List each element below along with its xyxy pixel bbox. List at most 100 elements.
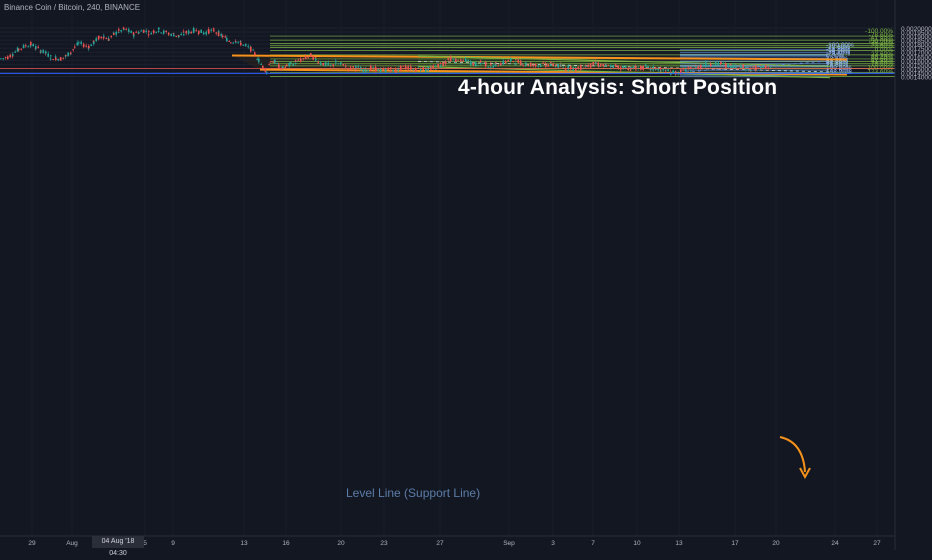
candle-body [130, 31, 132, 34]
candle-body [22, 44, 25, 49]
candle-body [482, 62, 484, 64]
candle-body [362, 69, 364, 72]
candle-body [560, 65, 562, 67]
candle-body [459, 63, 462, 65]
y-tick-label: 0.0014500 [901, 70, 932, 77]
fib-large-label: 23.60% [871, 51, 893, 58]
candle-body [272, 61, 274, 63]
candle-body [217, 31, 220, 36]
candle-body [138, 31, 140, 34]
candle-body [345, 65, 347, 67]
candle-body [445, 62, 447, 64]
candle-body [750, 70, 752, 72]
candle-body [4, 57, 7, 59]
candle-body [725, 63, 727, 68]
candle-body [697, 66, 699, 69]
candle-body [60, 58, 62, 61]
candle-body [342, 63, 344, 66]
candle-body [602, 63, 604, 66]
fib-small-label: 38.20% [826, 57, 848, 64]
candle-body [397, 68, 399, 71]
candle-body [582, 68, 584, 70]
candle-body [113, 32, 115, 35]
fib-large-label: 123.60% [867, 69, 893, 76]
candle-body [32, 44, 34, 47]
candle-body [359, 69, 362, 71]
candle-body [45, 51, 47, 54]
fib-large-label: 50.00% [871, 56, 893, 63]
candle-body [557, 64, 559, 68]
candle-body [477, 65, 479, 67]
x-tick-label: Aug [66, 540, 78, 547]
candle-body [705, 62, 707, 67]
candle-body [37, 46, 39, 48]
candle-body [682, 69, 684, 71]
candle-body [542, 62, 544, 64]
candle-body [100, 36, 102, 39]
candle-body [340, 62, 342, 64]
candle-body [432, 65, 434, 69]
candle-body [210, 29, 212, 31]
candle-body [485, 62, 487, 67]
y-tick-label: 0.0018000 [901, 42, 932, 49]
candle-body [123, 29, 125, 31]
candle-body [737, 68, 739, 70]
fib-large-label: 100.00% [867, 64, 893, 71]
candle-body [762, 66, 764, 68]
candle-body [377, 68, 379, 72]
candle-body [735, 66, 737, 69]
fib-large-label: -23.60% [869, 43, 893, 50]
candle-body [412, 68, 414, 70]
candle-body [462, 60, 464, 62]
candle-body [607, 65, 609, 67]
candle-body [80, 41, 82, 44]
candle-body [295, 62, 297, 64]
candle-body [717, 62, 719, 65]
candle-body [617, 65, 619, 68]
candle-body [577, 66, 579, 68]
candle-body [467, 59, 469, 61]
candle-body [690, 70, 692, 72]
candle-body [157, 30, 160, 32]
candle-body [262, 65, 264, 69]
fib-small-label: -78.60% [826, 44, 850, 51]
x-tick-label: 29 [28, 540, 36, 547]
candle-body [597, 62, 599, 66]
fib-large-label: -50.00% [869, 38, 893, 45]
candle-body [147, 34, 150, 36]
candle-body [625, 65, 627, 67]
candle-body [545, 65, 547, 67]
candle-body [647, 65, 649, 68]
candle-body [222, 35, 224, 38]
x-tick-label: 23 [380, 540, 388, 547]
candle-body [250, 46, 252, 52]
candle-body [270, 61, 272, 63]
candle-body [745, 66, 747, 70]
candle-body [74, 46, 76, 48]
candle-body [88, 45, 90, 49]
candle-body [245, 43, 247, 45]
candle-body [589, 63, 592, 68]
candle-body [732, 65, 734, 69]
candle-body [539, 64, 542, 66]
fib-large-label: -78.60% [869, 32, 893, 39]
candle-body [50, 55, 52, 57]
candle-body [226, 37, 228, 42]
candle-body [355, 66, 357, 68]
fib-small-label: -100.00% [826, 42, 854, 49]
candle-body [497, 65, 499, 67]
candle-body [240, 42, 242, 46]
x-tick-label: 27 [436, 540, 444, 547]
candle-body [702, 65, 704, 67]
fib-small-label: 100.00% [826, 64, 852, 71]
candle-body [16, 47, 19, 52]
candle-body [552, 63, 554, 66]
candle-body [9, 54, 11, 58]
candle-body [18, 48, 20, 50]
candle-body [337, 63, 339, 65]
candle-body [205, 31, 207, 35]
candle-body [730, 65, 732, 69]
channel-upper-line [231, 54, 848, 61]
y-tick-label: 0.0017000 [901, 50, 932, 57]
